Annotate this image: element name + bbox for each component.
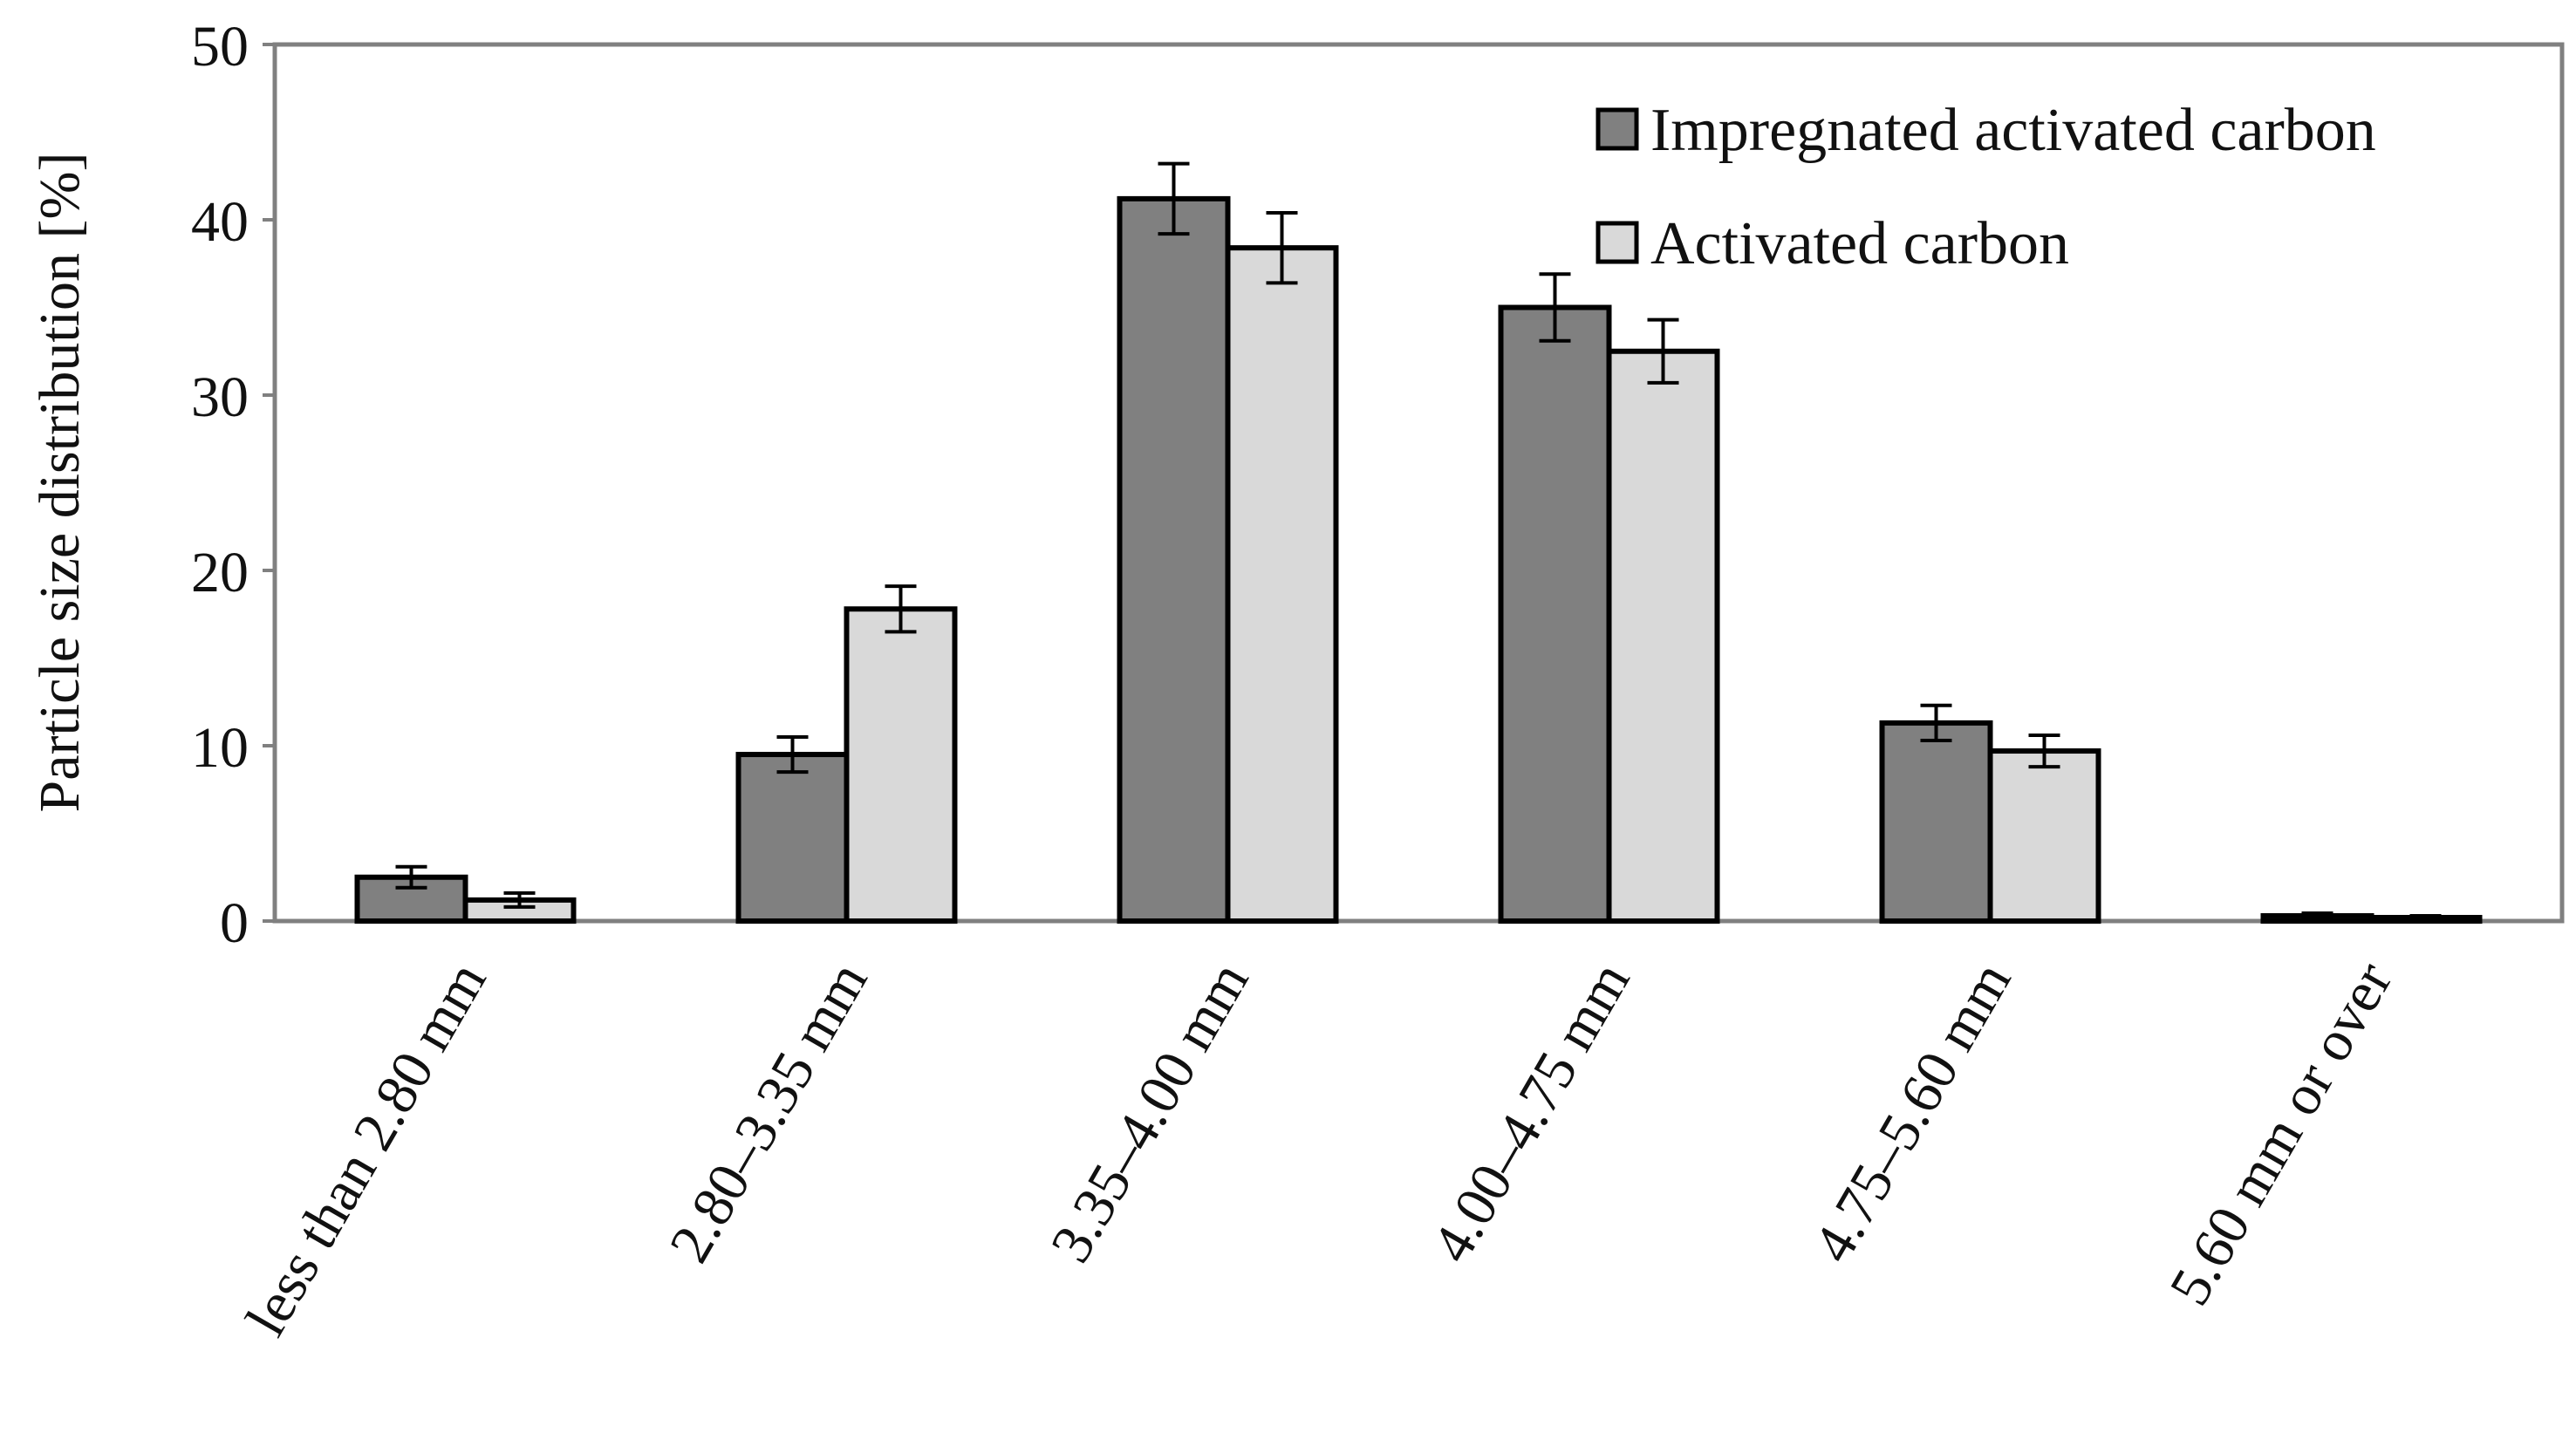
legend-swatch-activated [1595, 221, 1639, 264]
y-tick-label: 30 [191, 365, 249, 429]
error-bar [503, 891, 536, 909]
y-tick-label: 10 [191, 716, 249, 780]
plot-area [272, 42, 2565, 924]
error-bar [1539, 272, 1571, 343]
error-bar [1158, 161, 1190, 236]
x-tick-label: 4.00–4.75 mm [1420, 952, 1643, 1273]
y-tick-label: 50 [191, 15, 249, 78]
y-tick-label: 20 [191, 541, 249, 604]
legend: Impregnated activated carbon Activated c… [1595, 97, 2376, 277]
x-tick-label: 3.35–4.00 mm [1039, 952, 1261, 1273]
x-tick-label: 5.60 mm or over [2157, 952, 2404, 1316]
error-bar [395, 864, 427, 890]
bar-impregnated-1 [735, 752, 850, 924]
error-bar [885, 584, 917, 634]
y-tick-label: 0 [220, 891, 249, 955]
error-bar [2028, 733, 2060, 769]
bar-activated-2 [1225, 245, 1339, 925]
y-tick-label: 40 [191, 190, 249, 254]
error-bar [1266, 210, 1298, 285]
x-tick-label: 4.75–5.60 mm [1801, 952, 2024, 1273]
legend-swatch-impregnated [1595, 107, 1639, 151]
bar-activated-1 [844, 606, 958, 924]
bar-impregnated-4 [1879, 720, 1993, 924]
error-bar [1920, 703, 1952, 742]
legend-label-activated: Activated carbon [1650, 210, 2069, 277]
y-axis-label: Particle size distribution [%] [28, 153, 92, 813]
bar-activated-4 [1987, 748, 2101, 925]
error-bar [776, 734, 809, 775]
bar-activated-3 [1606, 348, 1720, 924]
bar-impregnated-3 [1498, 304, 1612, 924]
error-bar [2301, 911, 2333, 920]
x-tick-label: 2.80–3.35 mm [658, 952, 880, 1273]
error-bar [2409, 913, 2442, 921]
legend-label-impregnated: Impregnated activated carbon [1650, 97, 2376, 164]
bar-impregnated-2 [1117, 195, 1231, 924]
error-bar [1647, 317, 1679, 385]
x-tick-label: less than 2.80 mm [234, 952, 498, 1346]
